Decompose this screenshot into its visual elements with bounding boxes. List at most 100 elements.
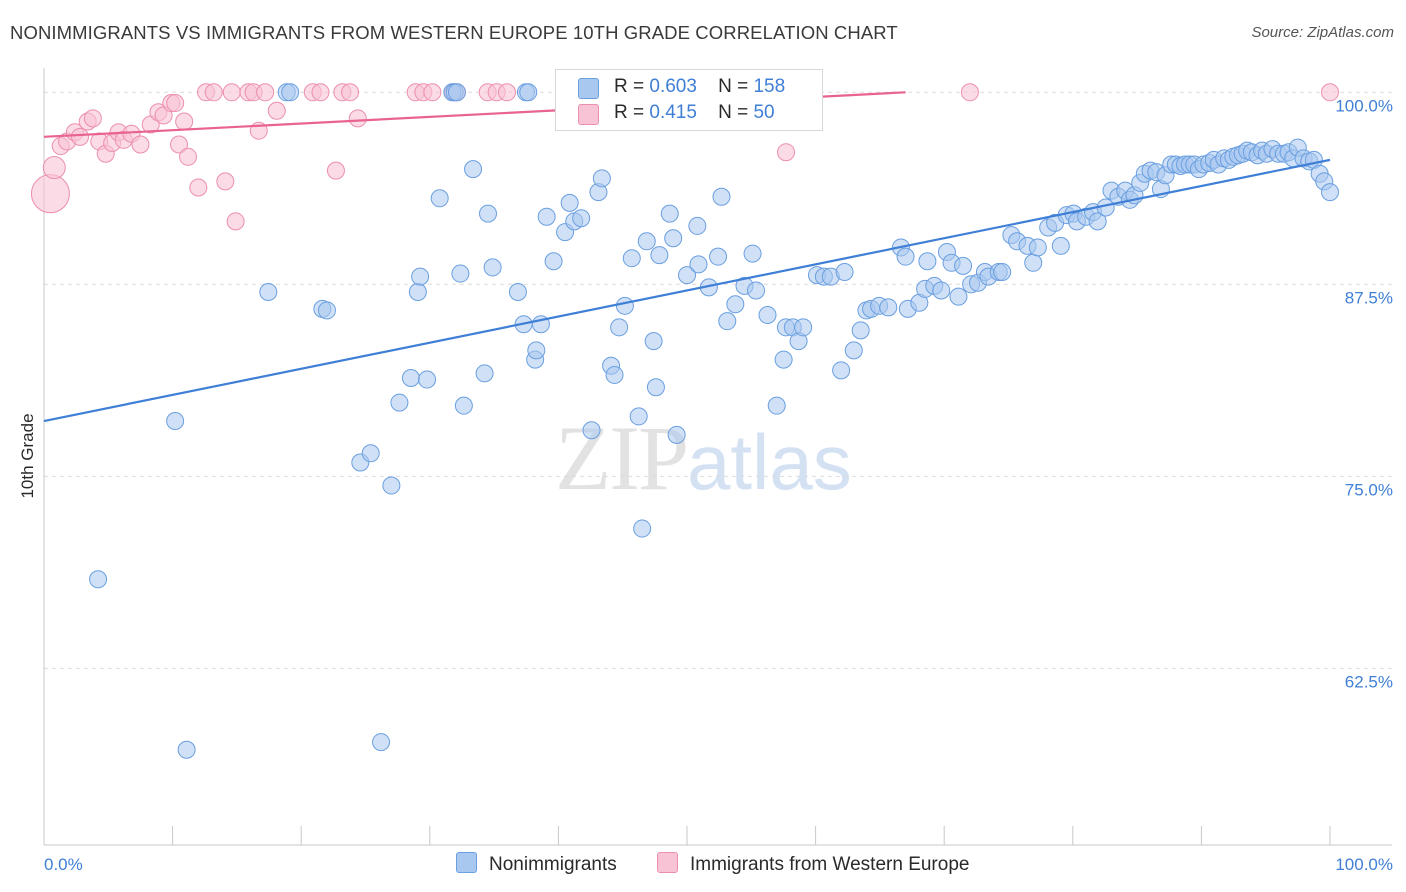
legend-r-label: R =	[614, 76, 645, 97]
legend-r-label: R =	[614, 102, 645, 123]
data-point-nonimmigrants	[537, 207, 556, 226]
data-point-nonimmigrants	[678, 266, 696, 285]
data-point-immigrants	[42, 156, 66, 180]
data-point-nonimmigrants	[592, 169, 611, 188]
data-point-nonimmigrants	[615, 296, 634, 315]
data-point-immigrants	[189, 178, 208, 197]
trend-lines	[43, 91, 1331, 423]
data-point-nonimmigrants	[667, 425, 686, 444]
data-point-nonimmigrants	[637, 232, 656, 251]
data-point-immigrants	[497, 83, 516, 102]
watermark-zip: ZIP	[555, 407, 689, 509]
x-tick-label: 0.0%	[44, 855, 83, 874]
data-point-nonimmigrants	[747, 281, 766, 300]
data-point-nonimmigrants	[519, 83, 538, 102]
data-point-nonimmigrants	[794, 318, 813, 337]
data-point-nonimmigrants	[508, 282, 527, 301]
data-point-nonimmigrants	[879, 298, 898, 317]
data-point-nonimmigrants	[177, 740, 196, 759]
data-point-immigrants	[179, 147, 198, 166]
data-point-immigrants	[83, 109, 102, 128]
data-point-nonimmigrants	[281, 83, 300, 102]
series-immigrants-points	[30, 83, 1339, 231]
data-point-nonimmigrants	[372, 733, 391, 752]
data-point-nonimmigrants	[560, 193, 579, 212]
data-point-nonimmigrants	[622, 249, 641, 268]
data-point-nonimmigrants	[688, 216, 707, 235]
data-point-nonimmigrants	[447, 83, 466, 102]
data-point-immigrants	[175, 112, 194, 131]
data-point-nonimmigrants	[408, 282, 427, 301]
trendline-nonimmigrants	[43, 158, 1331, 423]
bottom-legend-nonimmigrants[interactable]: Nonimmigrants	[456, 852, 617, 876]
data-point-nonimmigrants	[709, 247, 728, 266]
watermark-atlas: atlas	[687, 418, 852, 506]
data-point-nonimmigrants	[483, 258, 502, 277]
data-point-nonimmigrants	[918, 252, 937, 271]
data-point-immigrants	[204, 83, 223, 102]
legend-swatch-blue	[456, 852, 477, 873]
data-point-immigrants	[348, 109, 367, 128]
data-point-immigrants	[326, 161, 345, 180]
data-point-nonimmigrants	[835, 263, 854, 282]
legend-swatch-pink	[578, 104, 599, 125]
data-point-immigrants	[341, 83, 360, 102]
data-point-nonimmigrants	[726, 295, 745, 314]
y-tick-label: 75.0%	[1345, 480, 1393, 499]
data-point-nonimmigrants	[610, 318, 629, 337]
data-point-immigrants	[30, 174, 70, 214]
data-point-immigrants	[226, 212, 245, 231]
data-point-nonimmigrants	[767, 396, 786, 415]
legend-label: Nonimmigrants	[489, 854, 617, 875]
data-point-nonimmigrants	[660, 204, 679, 223]
data-point-nonimmigrants	[317, 301, 336, 320]
data-point-nonimmigrants	[605, 365, 624, 384]
data-point-immigrants	[216, 172, 235, 191]
data-point-nonimmigrants	[572, 209, 591, 228]
data-point-immigrants	[222, 83, 241, 102]
data-point-nonimmigrants	[832, 361, 851, 380]
correlation-legend: R = 0.603 N = 158 R = 0.415 N = 50	[555, 69, 823, 131]
data-point-nonimmigrants	[633, 519, 652, 538]
legend-label: Immigrants from Western Europe	[690, 854, 970, 875]
data-point-nonimmigrants	[718, 312, 737, 331]
data-point-nonimmigrants	[1088, 212, 1107, 231]
data-point-nonimmigrants	[166, 412, 185, 431]
data-point-immigrants	[71, 127, 90, 146]
data-point-immigrants	[311, 83, 330, 102]
y-tick-label: 87.5%	[1345, 288, 1393, 307]
data-point-nonimmigrants	[664, 229, 683, 248]
data-point-nonimmigrants	[527, 341, 546, 360]
data-point-nonimmigrants	[949, 287, 968, 306]
data-point-nonimmigrants	[1051, 236, 1070, 255]
data-point-nonimmigrants	[954, 256, 973, 275]
data-point-nonimmigrants	[454, 396, 473, 415]
data-point-nonimmigrants	[464, 160, 483, 179]
data-point-immigrants	[131, 135, 150, 154]
y-axis-label: 10th Grade	[18, 413, 37, 499]
legend-n-value: 158	[753, 76, 786, 97]
legend-n-value: 50	[753, 102, 775, 123]
data-point-nonimmigrants	[743, 244, 762, 263]
legend-swatch-blue	[578, 78, 599, 99]
data-point-nonimmigrants	[582, 421, 601, 440]
legend-r-value: 0.603	[649, 76, 697, 97]
data-point-nonimmigrants	[411, 267, 430, 286]
data-point-nonimmigrants	[774, 350, 793, 369]
data-point-nonimmigrants	[1321, 183, 1339, 202]
data-point-nonimmigrants	[844, 341, 863, 360]
data-point-nonimmigrants	[401, 369, 420, 388]
chart-title: NONIMMIGRANTS VS IMMIGRANTS FROM WESTERN…	[10, 22, 898, 43]
data-point-nonimmigrants	[650, 246, 669, 265]
data-point-nonimmigrants	[430, 189, 449, 208]
data-point-nonimmigrants	[1028, 238, 1047, 257]
data-point-nonimmigrants	[544, 252, 563, 271]
data-point-nonimmigrants	[646, 378, 665, 397]
legend-swatch-pink	[657, 852, 678, 873]
data-point-nonimmigrants	[851, 321, 870, 340]
bottom-legend-immigrants[interactable]: Immigrants from Western Europe	[657, 852, 969, 876]
data-point-nonimmigrants	[932, 281, 951, 300]
data-point-nonimmigrants	[361, 444, 380, 463]
data-point-immigrants	[256, 83, 275, 102]
